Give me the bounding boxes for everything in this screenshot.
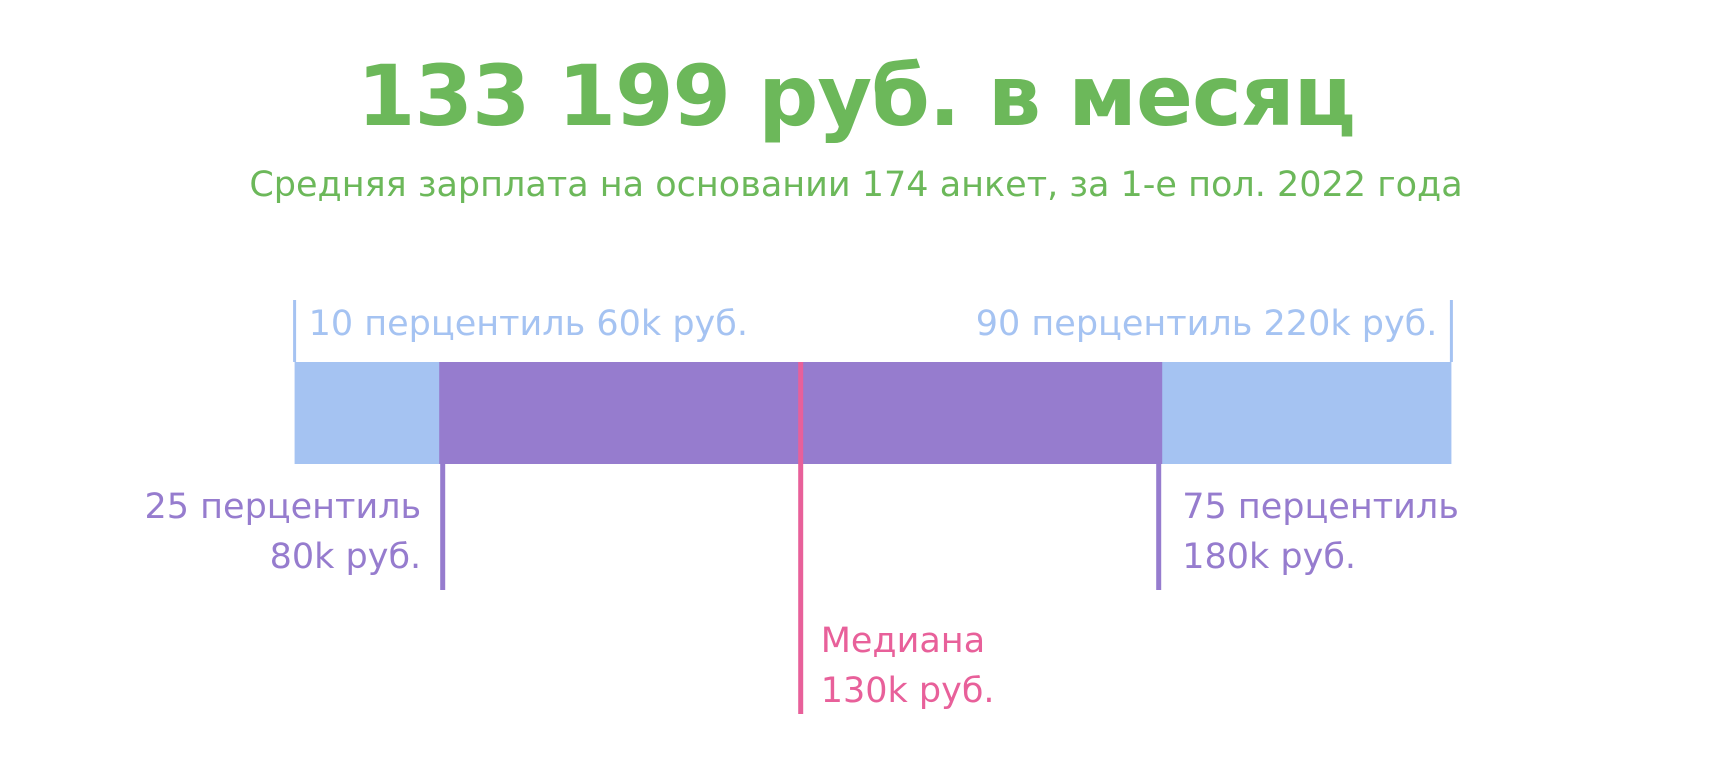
p75-label-line-2: 180k руб.	[1182, 537, 1356, 577]
p10-label-line-1: 10 перцентиль 60k руб.	[309, 304, 748, 344]
p10-label: 10 перцентиль 60k руб.	[309, 304, 748, 344]
page-title: 133 199 руб. в месяц	[357, 47, 1356, 145]
p75-label-line-1: 75 перцентиль	[1182, 487, 1459, 527]
p25-label-line-1: 25 перцентиль	[145, 487, 422, 527]
p25-label: 25 перцентиль 80k руб.	[145, 487, 422, 577]
p25-marker	[440, 362, 446, 590]
p90-label-line-1: 90 перцентиль 220k руб.	[976, 304, 1438, 344]
page-subtitle: Средняя зарплата на основании 174 анкет,…	[249, 165, 1463, 205]
p10-marker	[293, 300, 297, 362]
p90-label: 90 перцентиль 220k руб.	[976, 304, 1438, 344]
p75-label: 75 перцентиль 180k руб.	[1182, 487, 1459, 577]
p90-marker	[1449, 300, 1453, 362]
p75-marker	[1156, 362, 1162, 590]
median-label-line-1: Медиана	[821, 621, 985, 661]
median-label: Медиана 130k руб.	[821, 621, 995, 711]
median-marker	[798, 362, 804, 714]
median-label-line-2: 130k руб.	[821, 671, 995, 711]
p25-label-line-2: 80k руб.	[270, 537, 422, 577]
